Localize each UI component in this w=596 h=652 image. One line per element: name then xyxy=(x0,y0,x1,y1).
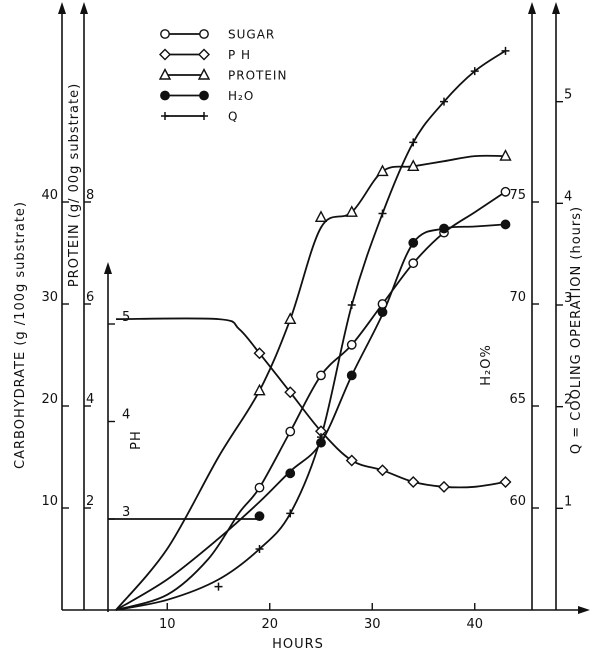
protein-point xyxy=(345,205,358,217)
ph-point xyxy=(345,454,358,467)
legend-label-sugar: SUGAR xyxy=(228,28,275,42)
legend-label-h2o: H₂O xyxy=(228,89,254,103)
x-axis-arrow xyxy=(578,606,590,614)
x-tick-label: 10 xyxy=(159,617,176,632)
ph-point xyxy=(499,475,512,488)
ph-point xyxy=(376,464,389,477)
curves xyxy=(108,50,506,611)
protein-point xyxy=(284,312,297,324)
legend-marker-protein xyxy=(197,67,211,80)
carbohydrate-tick-label: 30 xyxy=(41,290,58,305)
carbohydrate-axis-arrow xyxy=(58,2,66,14)
ph-axis-arrow xyxy=(104,262,112,274)
x-tick-label: 40 xyxy=(466,617,483,632)
protein-point xyxy=(499,149,512,161)
h2o-point xyxy=(346,370,357,381)
h2o-curve xyxy=(115,223,506,611)
h2o-axis-label: H₂O% xyxy=(479,344,494,386)
legend-marker-sugar xyxy=(199,29,209,39)
ph-tick-label: 5 xyxy=(122,310,130,325)
legend-marker-sugar xyxy=(160,29,170,39)
q-axis-label: Q = COOLING OPERATION (hours) xyxy=(569,206,584,454)
legend-marker-q xyxy=(161,112,169,120)
q-point xyxy=(440,97,448,106)
legend-label-q: Q xyxy=(228,110,238,124)
ph-tick-label: 4 xyxy=(122,408,130,423)
protein-tick-label: 2 xyxy=(86,494,94,509)
legend-marker-q xyxy=(200,112,208,120)
legend-marker-ph xyxy=(159,48,171,61)
protein-point xyxy=(253,383,266,396)
protein-point xyxy=(376,164,389,177)
h2o-tick-label: 65 xyxy=(509,392,526,407)
protein-tick-label: 6 xyxy=(86,290,94,305)
protein-tick-label: 4 xyxy=(86,392,94,407)
h2o-point xyxy=(377,307,388,318)
markers xyxy=(214,46,512,591)
q-point xyxy=(378,209,387,218)
h2o-tick-label: 60 xyxy=(509,494,526,509)
q-tick-label: 4 xyxy=(564,189,572,204)
ph-tick-label: 3 xyxy=(122,505,130,520)
q-tick-label: 5 xyxy=(564,88,572,103)
q-point xyxy=(501,46,510,55)
q-point xyxy=(214,582,223,591)
legend-label-ph: P H xyxy=(228,48,251,62)
h2o-point xyxy=(408,237,419,248)
sugar-point xyxy=(285,426,296,437)
ph-point xyxy=(438,480,450,493)
q-tick-label: 1 xyxy=(564,494,572,509)
ph-curve xyxy=(115,317,506,489)
q-point xyxy=(347,301,356,309)
h2o-point xyxy=(254,511,265,522)
ph-point xyxy=(407,475,420,488)
axis-labels: HOURS CARBOHYDRATE (g /100g substrate) P… xyxy=(13,83,584,652)
carbohydrate-tick-label: 10 xyxy=(41,494,58,509)
sugar-point xyxy=(408,258,419,269)
legend-label-protein: PROTEIN xyxy=(228,69,287,83)
sugar-point xyxy=(346,339,357,350)
protein-point xyxy=(314,210,328,223)
legend-marker-protein xyxy=(158,67,172,80)
sugar-point xyxy=(377,299,388,309)
protein-tick-label: 8 xyxy=(86,188,94,203)
protein-axis-label: PROTEIN (g/ 00g substrate) xyxy=(67,83,82,287)
h2o-point xyxy=(500,219,511,230)
sugar-point xyxy=(500,186,511,197)
ph-axis-label: PH xyxy=(129,430,144,450)
carbohydrate-tick-label: 20 xyxy=(41,392,58,407)
ph-point xyxy=(284,386,297,399)
legend: SUGAR P H PROTEIN H₂O Q xyxy=(158,28,287,124)
q-point xyxy=(470,67,479,76)
q-point xyxy=(286,509,295,518)
ph-point xyxy=(253,347,266,360)
protein-point xyxy=(407,159,420,172)
sugar-point xyxy=(316,370,326,381)
carbohydrate-tick-label: 40 xyxy=(41,188,58,203)
protein-curve xyxy=(115,154,506,611)
h2o-axis-arrow xyxy=(528,2,536,14)
carbohydrate-axis-label: CARBOHYDRATE (g /100g substrate) xyxy=(13,201,28,469)
q-point xyxy=(255,545,264,553)
legend-marker-h2o xyxy=(199,90,209,101)
h2o-point xyxy=(439,223,449,234)
h2o-tick-label: 75 xyxy=(509,188,526,203)
q-point xyxy=(409,138,418,147)
x-axis-label: HOURS xyxy=(272,637,324,652)
protein-axis-arrow xyxy=(80,2,88,14)
x-tick-label: 30 xyxy=(364,617,381,632)
q-point xyxy=(317,433,325,442)
sugar-point xyxy=(254,482,265,493)
q-tick-label: 3 xyxy=(564,291,572,306)
q-curve xyxy=(115,50,506,611)
x-tick-label: 20 xyxy=(261,617,278,632)
h2o-point xyxy=(285,468,296,479)
legend-marker-h2o xyxy=(160,90,170,101)
q-tick-label: 2 xyxy=(564,393,572,408)
axes xyxy=(58,2,590,614)
q-axis-arrow xyxy=(552,2,560,14)
h2o-tick-label: 70 xyxy=(509,290,526,305)
legend-marker-ph xyxy=(198,48,210,61)
